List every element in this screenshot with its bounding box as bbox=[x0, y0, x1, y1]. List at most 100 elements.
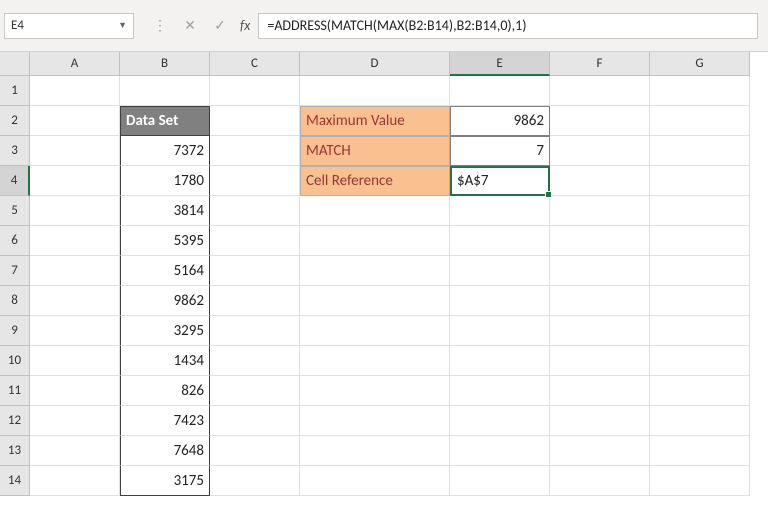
row-header-8[interactable]: 8 bbox=[0, 286, 30, 316]
cell-A11[interactable] bbox=[30, 376, 120, 406]
cell-E12[interactable] bbox=[450, 406, 550, 436]
cell-G10[interactable] bbox=[650, 346, 750, 376]
cell-C10[interactable] bbox=[210, 346, 300, 376]
cancel-icon[interactable]: ✕ bbox=[182, 17, 198, 34]
cell-G13[interactable] bbox=[650, 436, 750, 466]
column-header-B[interactable]: B bbox=[120, 52, 210, 76]
cell-D10[interactable] bbox=[300, 346, 450, 376]
cell-F6[interactable] bbox=[550, 226, 650, 256]
cell-D9[interactable] bbox=[300, 316, 450, 346]
cell-G7[interactable] bbox=[650, 256, 750, 286]
cell-G6[interactable] bbox=[650, 226, 750, 256]
column-header-E[interactable]: E bbox=[450, 52, 550, 76]
cell-G1[interactable] bbox=[650, 76, 750, 106]
cell-G2[interactable] bbox=[650, 106, 750, 136]
cell-C13[interactable] bbox=[210, 436, 300, 466]
cell-F14[interactable] bbox=[550, 466, 650, 496]
cell-A1[interactable] bbox=[30, 76, 120, 106]
select-all-corner[interactable] bbox=[0, 52, 30, 76]
cell-A8[interactable] bbox=[30, 286, 120, 316]
data-cell-11[interactable]: 826 bbox=[120, 376, 210, 406]
data-cell-7[interactable]: 5164 bbox=[120, 256, 210, 286]
data-cell-14[interactable]: 3175 bbox=[120, 466, 210, 496]
cell-F5[interactable] bbox=[550, 196, 650, 226]
cell-E14[interactable] bbox=[450, 466, 550, 496]
cell-F13[interactable] bbox=[550, 436, 650, 466]
fill-handle[interactable] bbox=[545, 191, 552, 198]
cell-E7[interactable] bbox=[450, 256, 550, 286]
cell-C2[interactable] bbox=[210, 106, 300, 136]
result-value-2[interactable]: 9862 bbox=[450, 106, 550, 136]
result-label-4[interactable]: Cell Reference bbox=[300, 166, 450, 196]
row-header-3[interactable]: 3 bbox=[0, 136, 30, 166]
cell-G5[interactable] bbox=[650, 196, 750, 226]
result-value-3[interactable]: 7 bbox=[450, 136, 550, 166]
cell-G4[interactable] bbox=[650, 166, 750, 196]
row-header-7[interactable]: 7 bbox=[0, 256, 30, 286]
cell-F12[interactable] bbox=[550, 406, 650, 436]
cell-F11[interactable] bbox=[550, 376, 650, 406]
cell-A10[interactable] bbox=[30, 346, 120, 376]
cell-C9[interactable] bbox=[210, 316, 300, 346]
cell-D6[interactable] bbox=[300, 226, 450, 256]
cell-A14[interactable] bbox=[30, 466, 120, 496]
data-cell-4[interactable]: 1780 bbox=[120, 166, 210, 196]
cell-F9[interactable] bbox=[550, 316, 650, 346]
data-cell-3[interactable]: 7372 bbox=[120, 136, 210, 166]
cell-E5[interactable] bbox=[450, 196, 550, 226]
column-header-G[interactable]: G bbox=[650, 52, 750, 76]
enter-icon[interactable]: ✓ bbox=[212, 17, 228, 34]
column-header-A[interactable]: A bbox=[30, 52, 120, 76]
cell-A5[interactable] bbox=[30, 196, 120, 226]
cell-E6[interactable] bbox=[450, 226, 550, 256]
result-value-4[interactable]: $A$7 bbox=[450, 166, 550, 196]
row-header-5[interactable]: 5 bbox=[0, 196, 30, 226]
data-cell-13[interactable]: 7648 bbox=[120, 436, 210, 466]
cell-C11[interactable] bbox=[210, 376, 300, 406]
row-header-12[interactable]: 12 bbox=[0, 406, 30, 436]
data-cell-12[interactable]: 7423 bbox=[120, 406, 210, 436]
name-box[interactable]: E4 ▼ bbox=[4, 13, 134, 39]
cell-C6[interactable] bbox=[210, 226, 300, 256]
column-header-F[interactable]: F bbox=[550, 52, 650, 76]
cell-A6[interactable] bbox=[30, 226, 120, 256]
column-header-C[interactable]: C bbox=[210, 52, 300, 76]
cell-F8[interactable] bbox=[550, 286, 650, 316]
cell-D5[interactable] bbox=[300, 196, 450, 226]
cell-D11[interactable] bbox=[300, 376, 450, 406]
row-header-9[interactable]: 9 bbox=[0, 316, 30, 346]
cell-G14[interactable] bbox=[650, 466, 750, 496]
cell-D1[interactable] bbox=[300, 76, 450, 106]
chevron-down-icon[interactable]: ▼ bbox=[118, 20, 127, 31]
cell-F3[interactable] bbox=[550, 136, 650, 166]
cell-F1[interactable] bbox=[550, 76, 650, 106]
cell-C12[interactable] bbox=[210, 406, 300, 436]
formula-input[interactable]: =ADDRESS(MATCH(MAX(B2:B14),B2:B14,0),1) bbox=[258, 13, 758, 39]
row-header-1[interactable]: 1 bbox=[0, 76, 30, 106]
cell-A12[interactable] bbox=[30, 406, 120, 436]
cell-A2[interactable] bbox=[30, 106, 120, 136]
cell-B1[interactable] bbox=[120, 76, 210, 106]
cell-C1[interactable] bbox=[210, 76, 300, 106]
expand-icon[interactable]: ⋮ bbox=[152, 17, 168, 34]
cell-C7[interactable] bbox=[210, 256, 300, 286]
cell-E10[interactable] bbox=[450, 346, 550, 376]
row-header-11[interactable]: 11 bbox=[0, 376, 30, 406]
cell-G11[interactable] bbox=[650, 376, 750, 406]
cell-C4[interactable] bbox=[210, 166, 300, 196]
cell-F10[interactable] bbox=[550, 346, 650, 376]
data-cell-5[interactable]: 3814 bbox=[120, 196, 210, 226]
cell-F4[interactable] bbox=[550, 166, 650, 196]
cell-E8[interactable] bbox=[450, 286, 550, 316]
cell-G12[interactable] bbox=[650, 406, 750, 436]
cell-F7[interactable] bbox=[550, 256, 650, 286]
cell-A13[interactable] bbox=[30, 436, 120, 466]
cell-D13[interactable] bbox=[300, 436, 450, 466]
cell-C14[interactable] bbox=[210, 466, 300, 496]
column-header-D[interactable]: D bbox=[300, 52, 450, 76]
cell-F2[interactable] bbox=[550, 106, 650, 136]
row-header-10[interactable]: 10 bbox=[0, 346, 30, 376]
cells-area[interactable]: Data SetMaximum Value98627372MATCH71780C… bbox=[30, 76, 768, 508]
cell-G8[interactable] bbox=[650, 286, 750, 316]
row-header-13[interactable]: 13 bbox=[0, 436, 30, 466]
